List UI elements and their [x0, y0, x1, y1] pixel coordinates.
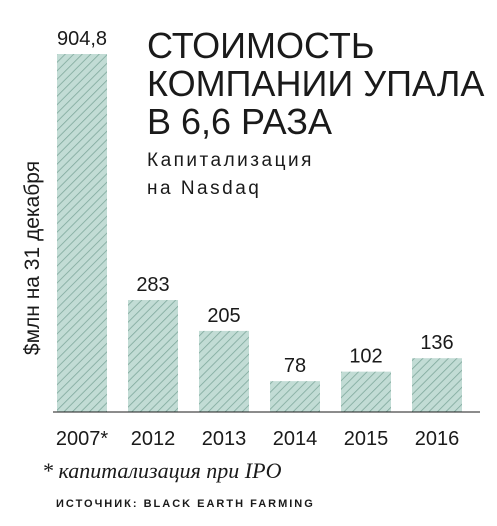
bar-2012: [128, 300, 178, 412]
value-label-2014: 78: [284, 355, 306, 377]
x-tick-label-2007*: 2007*: [56, 428, 108, 450]
x-tick-label-2014: 2014: [273, 428, 318, 450]
source-label: ИСТОЧНИК: BLACK EARTH FARMING: [56, 498, 315, 510]
bar-2014: [270, 381, 320, 412]
value-label-2012: 283: [136, 274, 169, 296]
chart-title-line-3: В 6,6 РАЗА: [147, 101, 332, 142]
value-label-2007*: 904,8: [57, 28, 107, 50]
bar-2016: [412, 358, 462, 412]
bar-2013: [199, 330, 249, 412]
chart-subtitle-line-2: на Nasdaq: [147, 178, 261, 199]
x-tick-label-2015: 2015: [344, 428, 389, 450]
bar-2015: [341, 371, 391, 412]
tick-labels-group: 2007* 2012 2013 2014 2015 2016: [56, 428, 459, 450]
y-axis-label: $млн на 31 декабря: [21, 161, 44, 355]
chart-subtitle-line-1: Капитализация: [147, 150, 314, 171]
x-tick-label-2016: 2016: [415, 428, 460, 450]
footnote: * капитализация при IPO: [42, 458, 282, 483]
bars-group: [57, 54, 462, 412]
bar-2007*: [57, 54, 107, 412]
chart-title-line-2: КОМПАНИИ УПАЛА: [147, 63, 484, 104]
x-tick-label-2013: 2013: [202, 428, 247, 450]
x-tick-label-2012: 2012: [131, 428, 176, 450]
value-label-2016: 136: [420, 332, 453, 354]
value-label-2013: 205: [207, 305, 240, 327]
value-label-2015: 102: [349, 346, 382, 368]
value-labels-group: 904,8 283 205 78 102 136: [57, 28, 454, 377]
chart-title-line-1: СТОИМОСТЬ: [147, 25, 374, 66]
